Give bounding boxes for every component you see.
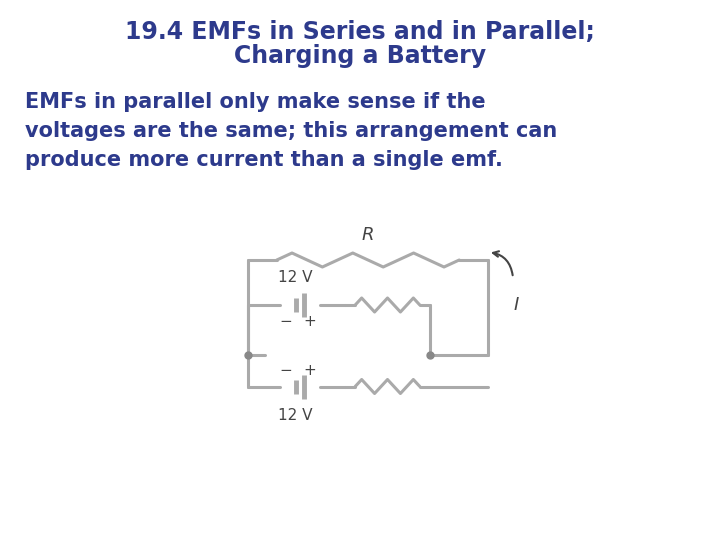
Text: I: I	[513, 296, 518, 314]
Text: 12 V: 12 V	[278, 408, 312, 423]
Text: +: +	[304, 363, 316, 378]
Text: Charging a Battery: Charging a Battery	[234, 44, 486, 68]
Text: +: +	[304, 314, 316, 328]
Text: −: −	[279, 314, 292, 328]
Text: R: R	[361, 226, 374, 244]
Text: 12 V: 12 V	[278, 270, 312, 285]
Text: −: −	[279, 363, 292, 378]
Text: 19.4 EMFs in Series and in Parallel;: 19.4 EMFs in Series and in Parallel;	[125, 20, 595, 44]
Text: EMFs in parallel only make sense if the
voltages are the same; this arrangement : EMFs in parallel only make sense if the …	[25, 92, 557, 170]
